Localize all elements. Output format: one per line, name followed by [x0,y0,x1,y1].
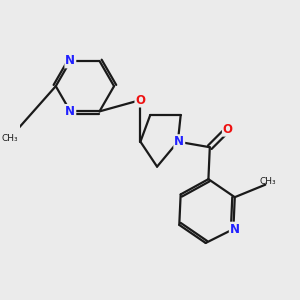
Text: O: O [135,94,146,106]
Text: N: N [65,105,75,118]
Text: N: N [65,54,75,68]
Text: N: N [230,223,240,236]
Text: O: O [223,123,233,136]
Text: CH₃: CH₃ [1,134,18,142]
Text: CH₃: CH₃ [260,177,276,186]
Text: N: N [174,135,184,148]
